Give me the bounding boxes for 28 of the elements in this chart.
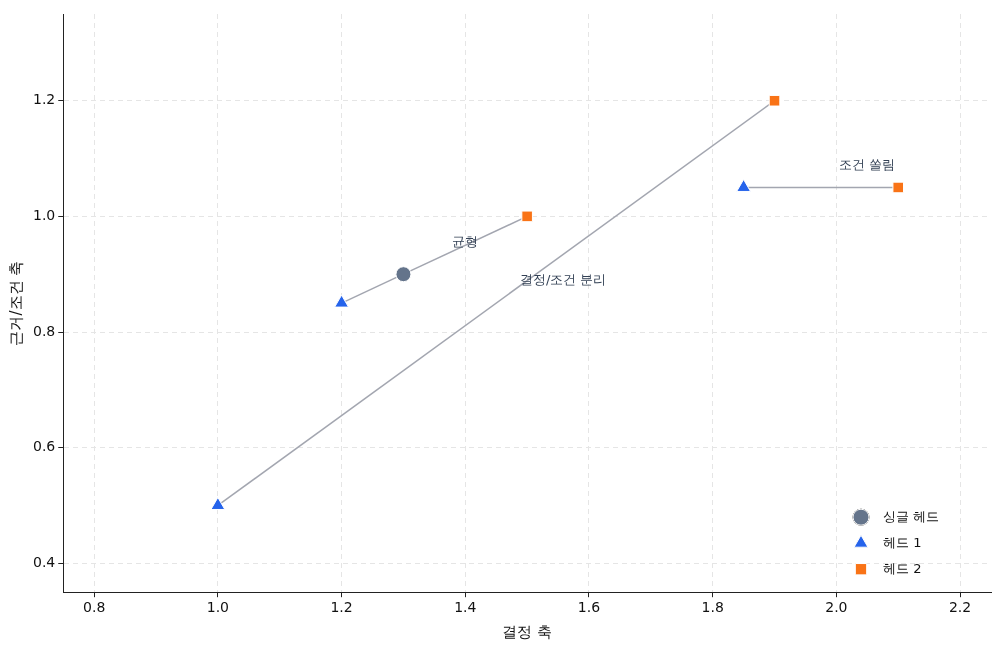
y-tick-label: 0.6 — [33, 438, 56, 455]
legend-label: 싱글 헤드 — [883, 508, 940, 524]
x-tick-label: 1.4 — [454, 599, 477, 616]
x-tick-label: 1.2 — [330, 599, 353, 616]
point — [892, 181, 905, 194]
x-tick-label: 0.8 — [83, 599, 106, 616]
x-tick-label: 1.6 — [577, 599, 601, 616]
annotation: 조건 쏠림 — [839, 156, 896, 172]
x-tick-label: 2.0 — [825, 599, 848, 616]
x-tick-label: 1.8 — [701, 599, 724, 616]
point — [210, 496, 226, 510]
x-axis-title: 결정 축 — [502, 622, 553, 641]
point — [736, 178, 752, 192]
annotation: 결정/조건 분리 — [519, 271, 607, 287]
point — [334, 294, 350, 308]
legend-label: 헤드 1 — [883, 534, 922, 550]
x-tick-label: 1.0 — [206, 599, 230, 616]
y-tick-label: 1.0 — [33, 207, 56, 224]
y-axis-title: 근거/조건 축 — [6, 260, 25, 346]
point — [395, 266, 412, 283]
y-tick-label: 0.8 — [33, 322, 56, 339]
x-tick-label: 2.2 — [948, 599, 972, 616]
annotation: 균형 — [452, 233, 479, 249]
y-tick-label: 0.4 — [33, 553, 56, 570]
point — [768, 94, 781, 107]
legend-label: 헤드 2 — [883, 560, 922, 576]
point — [521, 210, 533, 223]
y-tick-label: 1.2 — [33, 91, 56, 108]
